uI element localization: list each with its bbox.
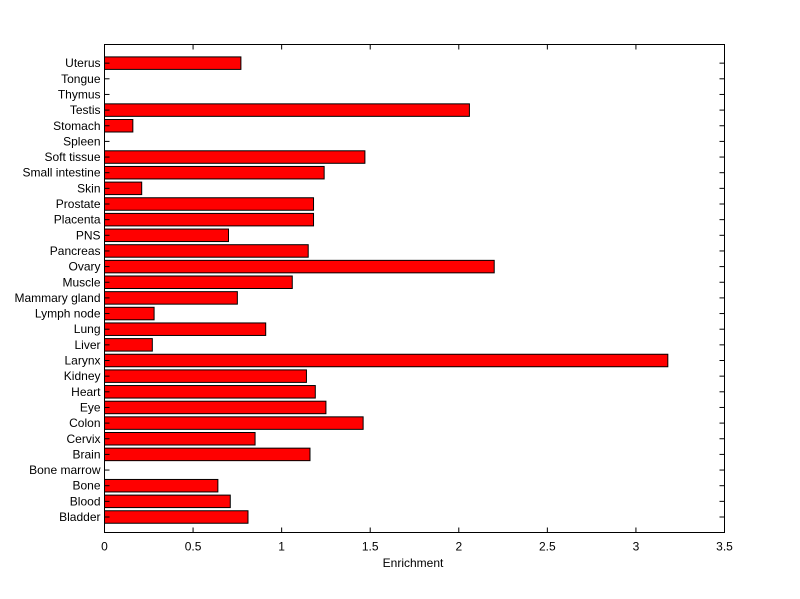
bar-pns <box>104 228 229 243</box>
bar-kidney <box>104 369 307 383</box>
bar-soft-tissue <box>104 150 366 164</box>
x-tick-label: 2 <box>455 540 462 554</box>
y-tick-label: Ovary <box>68 260 100 274</box>
x-tick-label: 3 <box>633 540 640 554</box>
y-tick-label: PNS <box>76 228 101 242</box>
x-tick-label: 3.5 <box>716 540 733 554</box>
y-tick-label: Testis <box>70 103 101 117</box>
y-tick-label: Pancreas <box>50 244 101 258</box>
bar-colon <box>104 416 364 430</box>
y-tick-label: Skin <box>77 181 100 195</box>
y-tick-label: Spleen <box>63 134 100 148</box>
y-tick-label: Bone marrow <box>29 463 101 477</box>
y-tick-label: Stomach <box>53 119 100 133</box>
bar-liver <box>104 338 153 352</box>
bars-group <box>104 56 669 524</box>
x-tick-label: 1 <box>278 540 285 554</box>
y-tick-label: Lymph node <box>35 307 101 321</box>
bar-prostate <box>104 197 315 211</box>
bar-blood <box>104 494 231 509</box>
x-axis-label: Enrichment <box>383 556 444 570</box>
y-tick-label: Brain <box>72 447 100 461</box>
bar-small-intestine <box>104 165 325 180</box>
bar-cervix <box>104 432 256 446</box>
y-tick-label: Bladder <box>59 510 100 524</box>
y-tick-label: Bone <box>72 479 100 493</box>
y-tick-label: Blood <box>70 494 101 508</box>
bar-bone <box>104 478 219 493</box>
y-tick-label: Muscle <box>62 275 100 289</box>
x-tick-label: 0 <box>101 540 108 554</box>
y-tick-label: Eye <box>80 400 101 414</box>
bar-ovary <box>104 259 495 274</box>
y-tick-label: Thymus <box>58 87 101 101</box>
y-tick-label: Heart <box>71 385 101 399</box>
y-tick-label: Mammary gland <box>14 291 100 305</box>
bar-lung <box>104 322 267 336</box>
bar-larynx <box>104 353 669 368</box>
bar-placenta <box>104 212 315 227</box>
y-tick-label: Larynx <box>64 354 100 368</box>
plot-frame <box>104 44 725 533</box>
y-tick-label: Prostate <box>56 197 101 211</box>
bar-eye <box>104 400 327 415</box>
x-tick-label: 1.5 <box>362 540 379 554</box>
y-tick-label: Liver <box>74 338 100 352</box>
bar-heart <box>104 385 316 399</box>
bar-bladder <box>104 510 249 524</box>
y-tick-label: Kidney <box>64 369 101 383</box>
bar-brain <box>104 447 311 462</box>
x-tick-label: 2.5 <box>539 540 556 554</box>
y-tick-label: Colon <box>69 416 100 430</box>
y-tick-label: Lung <box>74 322 101 336</box>
y-tick-label: Tongue <box>61 72 101 86</box>
y-tick-label: Soft tissue <box>44 150 100 164</box>
y-tick-label: Placenta <box>54 213 101 227</box>
y-tick-label: Uterus <box>65 56 100 70</box>
bar-muscle <box>104 275 293 289</box>
bar-uterus <box>104 56 242 70</box>
y-tick-label: Small intestine <box>22 166 100 180</box>
bar-pancreas <box>104 244 309 258</box>
bar-mammary-gland <box>104 291 238 305</box>
y-tick-label: Cervix <box>66 432 100 446</box>
x-tick-label: 0.5 <box>185 540 202 554</box>
bar-lymph-node <box>104 306 155 321</box>
x-ticks-group: 0 0.5 1 1.5 2 2.5 3 3.5 <box>101 44 733 554</box>
bar-skin <box>104 181 143 196</box>
bar-testis <box>104 103 470 117</box>
